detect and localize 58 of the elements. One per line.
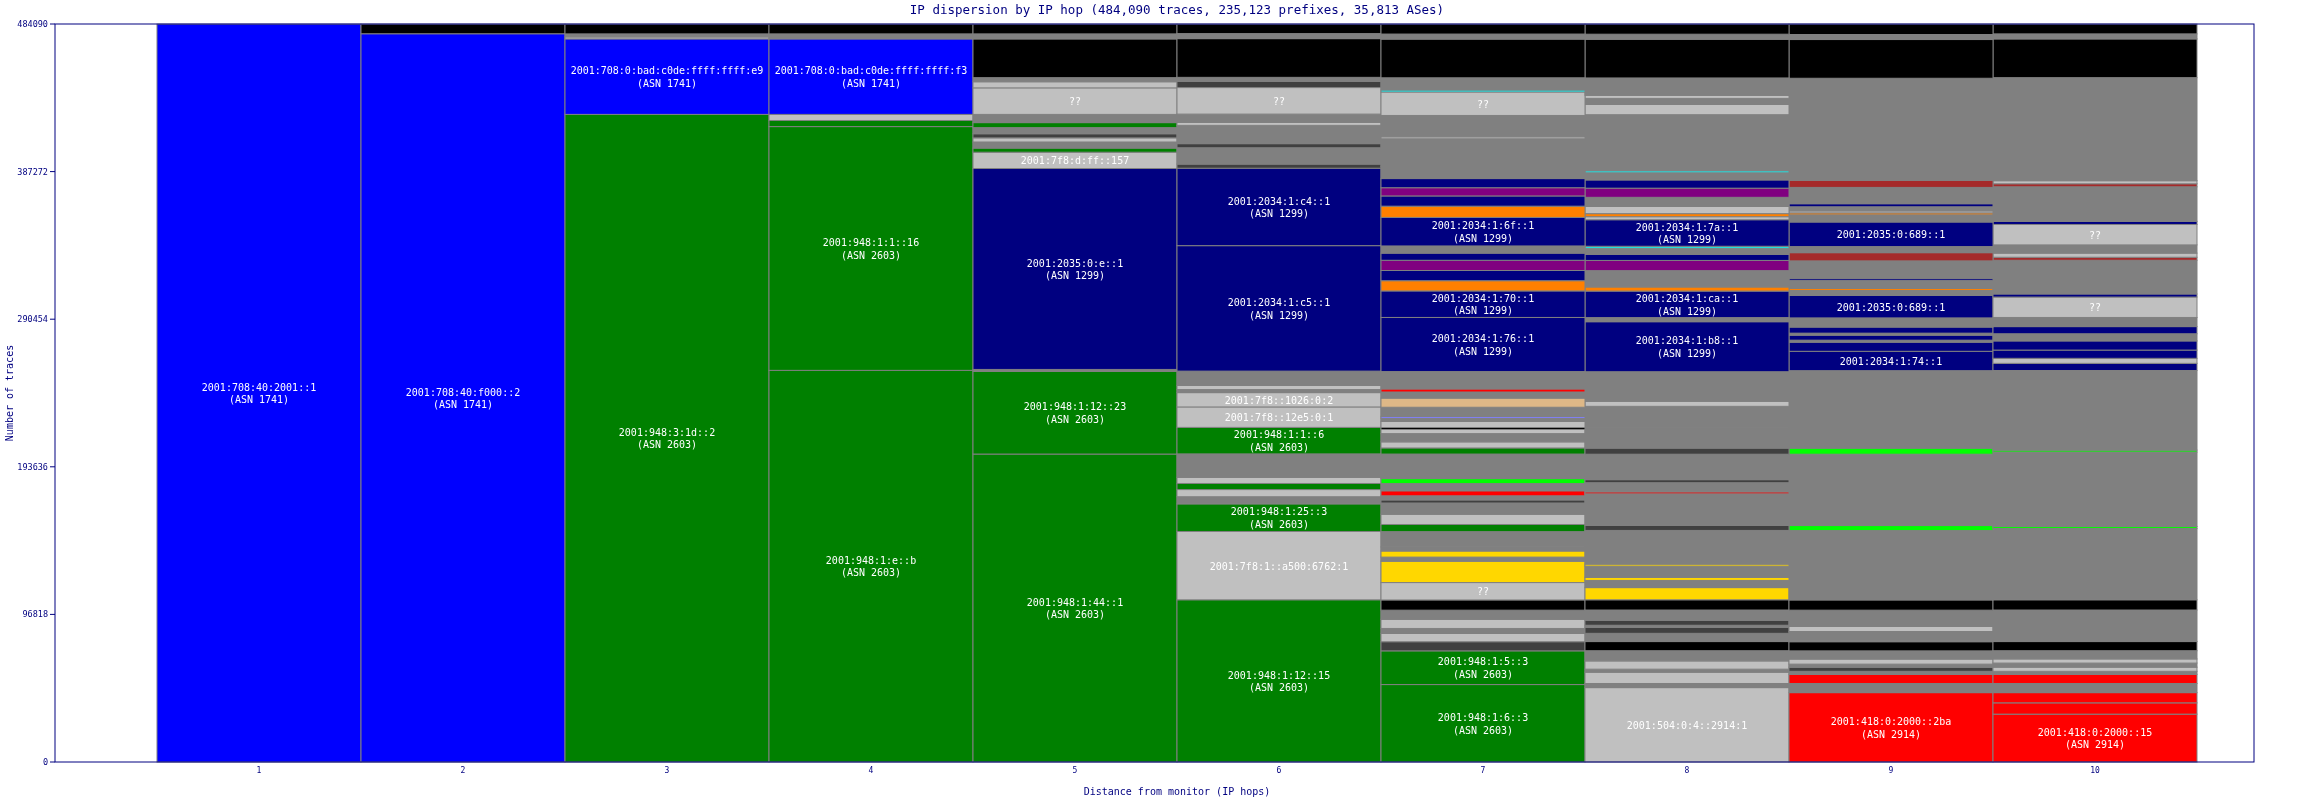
x-tick-label: 9 [1888,765,1894,775]
data-label: 2001:948:1:44::1 (ASN 2603) [1026,596,1124,620]
data-label: 2001:948:1:5::3 (ASN 2603) [1437,655,1529,680]
data-label: 2001:948:1:25::3 (ASN 2603) [1230,505,1328,530]
data-label: 2001:2034:1:ca::1 (ASN 1299) [1635,292,1739,317]
x-tick-label: 2 [460,765,466,775]
data-label: 2001:2034:1:c5::1 (ASN 1299) [1227,296,1331,321]
data-label: 2001:2035:0:689::1 [1836,301,1946,313]
chart-title: IP dispersion by IP hop (484,090 traces, 235,123 prefixes, 35,813 ASes) [909,1,1445,17]
data-label: 2001:948:1:e::b (ASN 2603) [825,554,917,578]
data-label: 2001:7f8:1::a500:6762:1 [1209,560,1349,572]
data-label: 2001:7f8::12e5:0:1 [1224,411,1334,423]
data-label: 2001:948:1:1::16 (ASN 2603) [822,236,920,261]
data-label: ?? [1476,585,1490,597]
data-label: 2001:2034:1:70::1 (ASN 1299) [1431,292,1535,316]
data-label: 2001:708:40:f000::2 (ASN 1741) [405,386,521,410]
data-label: 2001:2034:1:74::1 [1839,355,1943,367]
data-label: 2001:2035:0:689::1 [1836,228,1946,240]
data-label: ?? [2088,229,2102,241]
data-label: 2001:2034:1:7a::1 (ASN 1299) [1635,221,1739,245]
y-tick-label: 193636 [17,461,48,472]
data-label: 2001:948:1:12::23 (ASN 2603) [1023,400,1127,425]
x-tick-label: 10 [2090,765,2100,775]
data-label: 2001:7f8::1026:0:2 [1224,394,1334,406]
y-tick-label: 0 [42,757,48,767]
x-tick-label: 7 [1480,765,1486,775]
x-tick-label: 4 [868,765,874,775]
x-tick-label: 3 [664,765,670,775]
data-label: 2001:504:0:4::2914:1 [1626,719,1748,731]
data-label: ?? [1476,98,1490,110]
data-label: 2001:708:0:bad:c0de:ffff:ffff:e9 (ASN 1741) [570,64,764,89]
data-label: 2001:418:0:2000::15 (ASN 2914) [2037,726,2153,750]
data-label: 2001:948:3:1d::2 (ASN 2603) [618,426,716,450]
y-tick-label: 387272 [17,166,48,177]
data-label: ?? [1068,95,1082,107]
data-label: 2001:418:0:2000::2ba (ASN 2914) [1830,715,1952,740]
data-label: 2001:2034:1:c4::1 (ASN 1299) [1227,195,1331,219]
data-label: 2001:2034:1:b8::1 (ASN 1299) [1635,334,1739,359]
y-tick-label: 484090 [17,19,48,29]
x-tick-label: 1 [256,765,262,775]
data-label: 2001:708:0:bad:c0de:ffff:ffff:f3 (ASN 1741) [774,64,968,89]
data-label: 2001:948:1:12::15 (ASN 2603) [1227,669,1331,693]
data-label: ?? [2088,301,2102,313]
data-label: 2001:2034:1:76::1 (ASN 1299) [1431,332,1535,357]
x-axis-title: Distance from monitor (IP hops) [1083,785,1271,797]
data-label: 2001:2035:0:e::1 (ASN 1299) [1026,257,1124,281]
data-label: 2001:948:1:1::6 (ASN 2603) [1233,428,1325,453]
data-label: 2001:708:40:2001::1 (ASN 1741) [201,381,317,405]
x-tick-label: 5 [1072,765,1078,775]
y-axis-title: Number of traces [3,344,15,442]
data-label: ?? [1272,95,1286,107]
y-tick-label: 290454 [17,314,48,325]
x-tick-label: 6 [1276,765,1282,775]
y-tick-label: 96818 [22,609,48,620]
x-tick-label: 8 [1684,765,1690,775]
data-label: 2001:2034:1:6f::1 (ASN 1299) [1431,219,1535,244]
data-label: 2001:948:1:6::3 (ASN 2603) [1437,711,1529,736]
data-label: 2001:7f8:d:ff::157 [1020,154,1130,166]
